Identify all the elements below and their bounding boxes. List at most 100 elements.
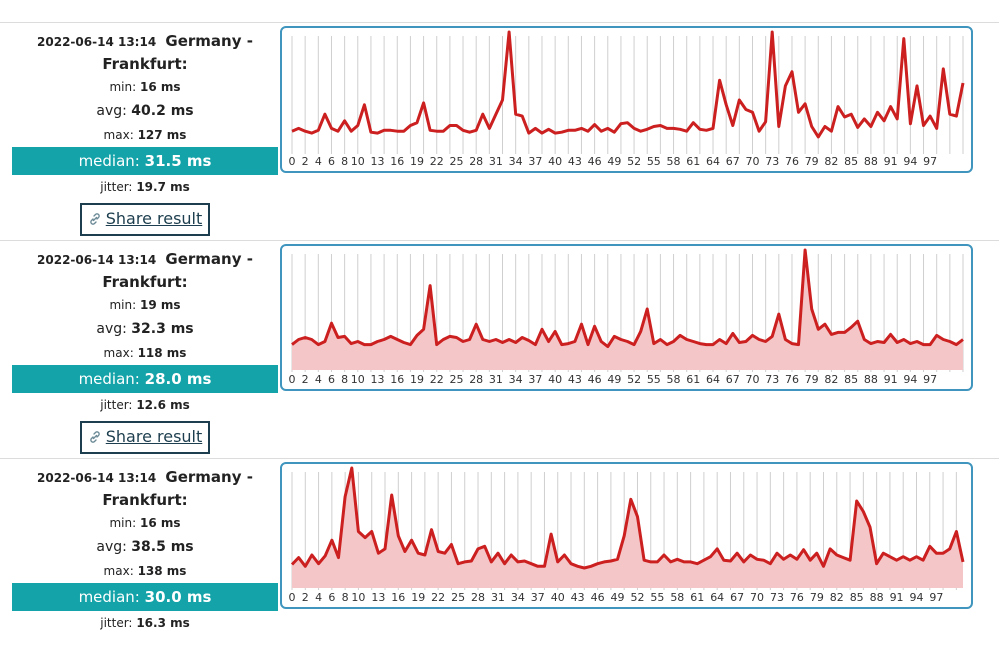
result-title: 2022-06-14 13:14 Germany - Frankfurt: — [12, 466, 278, 511]
median-bar: median: 31.5 ms — [12, 147, 278, 175]
jitter-value: 12.6 ms — [136, 398, 190, 412]
avg-value: 40.2 ms — [131, 103, 194, 119]
divider — [0, 240, 999, 241]
x-tick-label: 70 — [750, 591, 764, 604]
ping-chart-svg: 0 2 4 6 8 10 13 16 19 22 25 28 31 34 37 40 43 46 49 52 55 58 6… — [289, 466, 965, 604]
x-tick-label: 61 — [686, 373, 700, 386]
x-tick-label: 67 — [726, 373, 740, 386]
x-tick-label: 19 — [411, 591, 425, 604]
series-line — [291, 30, 965, 139]
x-tick-label: 2 — [302, 155, 309, 168]
x-tick-label: 4 — [315, 155, 322, 168]
ping-chart: 0 2 4 6 8 10 13 16 19 22 25 28 31 34 37 40 43 46 49 52 55 58 6… — [280, 462, 973, 609]
min-value: 19 ms — [139, 298, 181, 312]
x-tick-label: 10 — [351, 591, 365, 604]
median-value: 28.0 ms — [144, 370, 212, 388]
area-fill — [292, 468, 963, 588]
avg-stat: avg: 38.5 ms — [12, 535, 278, 559]
x-tick-label: 70 — [745, 373, 759, 386]
x-tick-label: 37 — [528, 373, 542, 386]
divider — [0, 22, 999, 23]
result-title: 2022-06-14 13:14 Germany - Frankfurt: — [12, 30, 278, 75]
x-tick-label: 94 — [903, 373, 917, 386]
x-tick-label: 19 — [410, 373, 424, 386]
x-tick-label: 40 — [548, 155, 562, 168]
x-tick-label: 64 — [706, 155, 720, 168]
x-tick-label: 31 — [489, 155, 503, 168]
max-stat: max: 118 ms — [12, 341, 278, 365]
x-tick-label: 58 — [667, 155, 681, 168]
x-tick-label: 55 — [647, 155, 661, 168]
min-value: 16 ms — [139, 516, 181, 530]
x-tick-label: 25 — [451, 591, 465, 604]
jitter-stat: jitter: 12.6 ms — [12, 393, 278, 417]
x-tick-label: 25 — [449, 155, 463, 168]
result-info: 2022-06-14 13:14 Germany - Frankfurt: mi… — [12, 30, 278, 236]
x-tick-label: 88 — [864, 373, 878, 386]
x-tick-label: 28 — [471, 591, 485, 604]
max-label: max: — [103, 564, 134, 578]
x-tick-label: 43 — [568, 373, 582, 386]
x-tick-label: 31 — [491, 591, 505, 604]
x-tick-label: 4 — [315, 591, 322, 604]
median-label: median: — [78, 588, 140, 606]
min-stat: min: 16 ms — [12, 511, 278, 535]
x-tick-label: 73 — [770, 591, 784, 604]
location: Germany - Frankfurt: — [102, 32, 253, 73]
avg-value: 32.3 ms — [131, 321, 194, 337]
jitter-stat: jitter: 16.3 ms — [12, 611, 278, 635]
x-tick-label: 4 — [315, 373, 322, 386]
link-icon — [88, 211, 102, 230]
median-bar: median: 28.0 ms — [12, 365, 278, 393]
x-tick-label: 40 — [551, 591, 565, 604]
avg-label: avg: — [96, 539, 127, 555]
x-tick-label: 82 — [824, 373, 838, 386]
x-tick-label: 46 — [588, 155, 602, 168]
jitter-label: jitter: — [100, 180, 133, 194]
x-tick-label: 67 — [730, 591, 744, 604]
result-title: 2022-06-14 13:14 Germany - Frankfurt: — [12, 248, 278, 293]
x-tick-label: 52 — [627, 155, 641, 168]
x-tick-label: 91 — [890, 591, 904, 604]
x-tick-label: 28 — [469, 373, 483, 386]
x-tick-label: 64 — [706, 373, 720, 386]
x-tick-label: 40 — [548, 373, 562, 386]
avg-stat: avg: 32.3 ms — [12, 317, 278, 341]
series-line — [290, 466, 965, 570]
x-tick-label: 34 — [509, 155, 523, 168]
avg-stat: avg: 40.2 ms — [12, 99, 278, 123]
median-bar: median: 30.0 ms — [12, 583, 278, 611]
x-tick-label: 76 — [785, 155, 799, 168]
share-result-button[interactable]: Share result — [79, 203, 211, 236]
x-tick-label: 94 — [909, 591, 923, 604]
min-label: min: — [109, 80, 137, 94]
x-tick-label: 61 — [690, 591, 704, 604]
x-tick-label: 58 — [667, 373, 681, 386]
area-fill — [292, 250, 963, 370]
x-tick-label: 22 — [430, 373, 444, 386]
x-tick-label: 67 — [726, 155, 740, 168]
median-label: median: — [78, 370, 140, 388]
x-tick-label: 6 — [328, 373, 335, 386]
ping-chart: 0 2 4 6 8 10 13 16 19 22 25 28 31 34 37 40 43 46 49 52 55 58 6… — [280, 244, 973, 391]
x-tick-label: 46 — [588, 373, 602, 386]
share-result-button[interactable]: Share result — [79, 421, 211, 454]
x-tick-label: 97 — [923, 373, 937, 386]
max-stat: max: 127 ms — [12, 123, 278, 147]
median-value: 31.5 ms — [144, 152, 212, 170]
x-tick-label: 2 — [302, 591, 309, 604]
x-tick-label: 85 — [850, 591, 864, 604]
x-tick-label: 61 — [686, 155, 700, 168]
median-label: median: — [78, 152, 140, 170]
ping-chart: 0 2 4 6 8 10 13 16 19 22 25 28 31 34 37 40 43 46 49 52 55 58 6… — [280, 26, 973, 173]
x-tick-label: 34 — [511, 591, 525, 604]
x-tick-label: 64 — [710, 591, 724, 604]
ping-chart-svg: 0 2 4 6 8 10 13 16 19 22 25 28 31 34 37 40 43 46 49 52 55 58 6… — [289, 30, 965, 168]
x-tick-label: 0 — [289, 373, 296, 386]
result-info: 2022-06-14 13:14 Germany - Frankfurt: mi… — [12, 466, 278, 635]
max-value: 118 ms — [137, 346, 187, 360]
link-icon — [88, 429, 102, 448]
x-tick-label: 31 — [489, 373, 503, 386]
median-value: 30.0 ms — [144, 588, 212, 606]
max-label: max: — [103, 346, 134, 360]
